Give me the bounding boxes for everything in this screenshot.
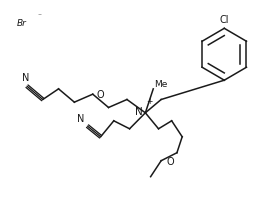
Text: O: O (166, 156, 174, 166)
Text: +: + (147, 96, 153, 105)
Text: Me: Me (154, 79, 168, 88)
Text: N: N (78, 114, 85, 124)
Text: Br: Br (17, 19, 26, 28)
Text: ⁻: ⁻ (37, 12, 41, 21)
Text: O: O (97, 90, 104, 100)
Text: Cl: Cl (220, 15, 229, 25)
Text: N: N (135, 107, 143, 117)
Text: N: N (22, 73, 29, 83)
